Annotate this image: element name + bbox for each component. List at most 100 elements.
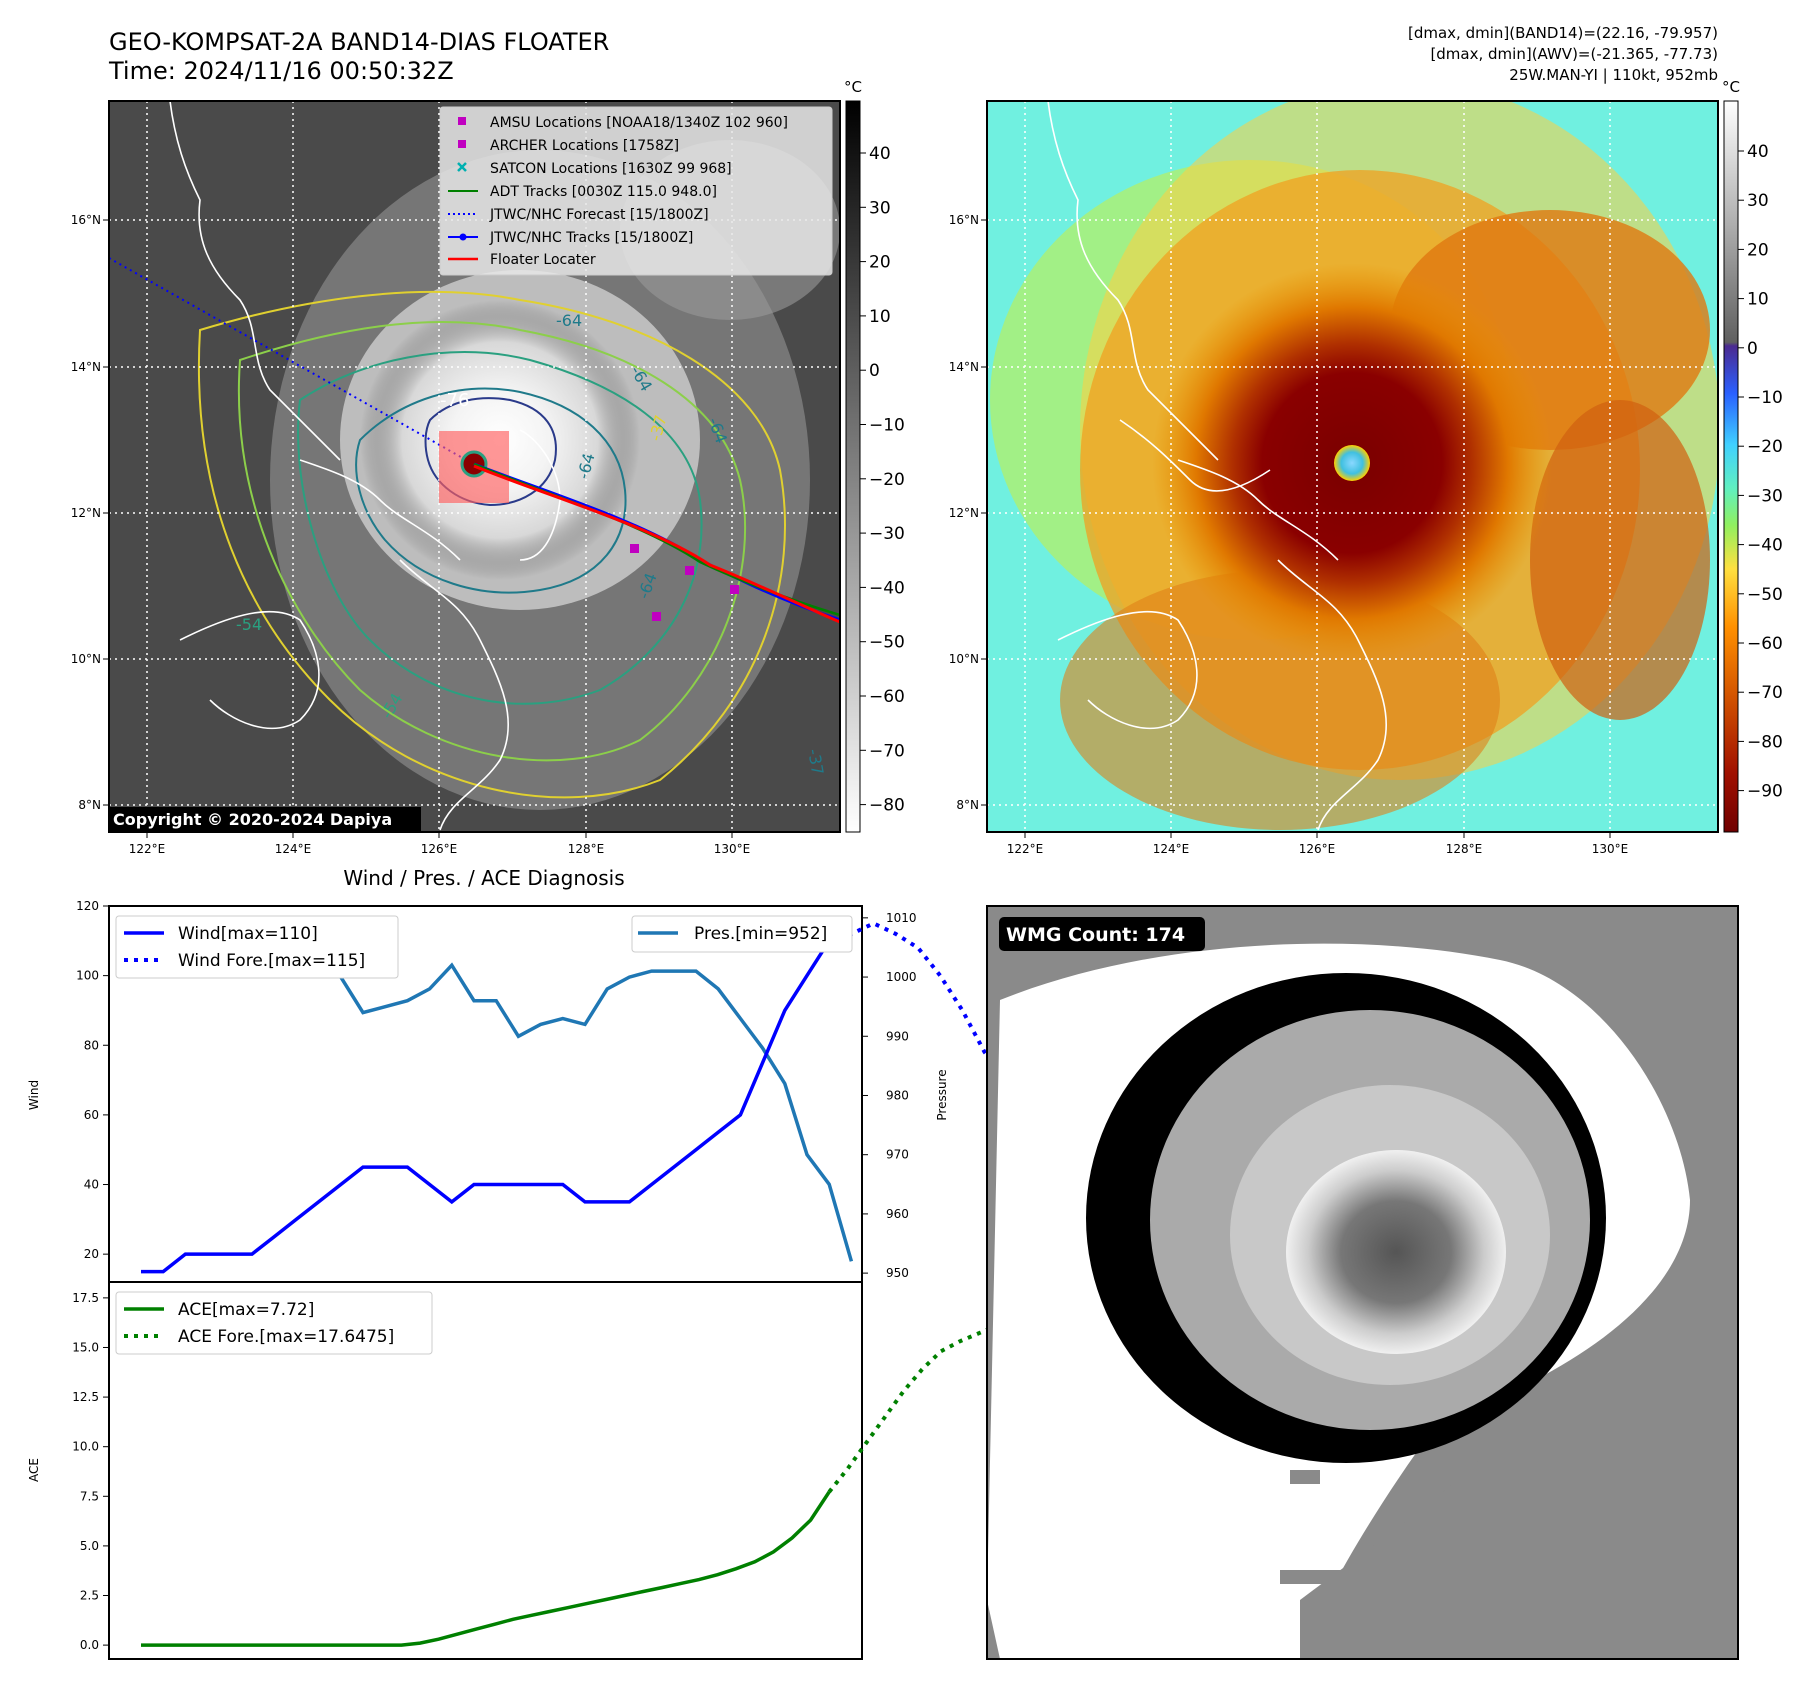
contour-label: -37 xyxy=(804,747,827,776)
amsu-marker xyxy=(685,566,694,575)
lon-tick-label: 122°E xyxy=(129,842,166,856)
ace-tick-label: 12.5 xyxy=(72,1390,99,1404)
lat-tick-label: 10°N xyxy=(71,652,101,666)
amsu-marker xyxy=(630,544,639,553)
contour-label: -64 xyxy=(556,311,582,330)
legend-label: JTWC/NHC Forecast [15/1800Z] xyxy=(489,207,709,223)
colorbar-tick-label: −60 xyxy=(869,687,905,707)
lat-tick-label: 16°N xyxy=(71,213,101,227)
colorbar-unit: °C xyxy=(844,78,862,96)
colorbar-tick-label: 0 xyxy=(1747,339,1758,359)
lat-tick-label: 12°N xyxy=(71,506,101,520)
info-band14: [dmax, dmin](BAND14)=(22.16, -79.957) xyxy=(1408,24,1718,42)
lon-tick-label: 126°E xyxy=(1299,842,1336,856)
colorbar-tick-label: −80 xyxy=(869,796,905,816)
wind-legend-label: Wind Fore.[max=115] xyxy=(178,951,365,971)
colorbar-tick-label: −60 xyxy=(1747,634,1783,654)
lon-tick-label: 130°E xyxy=(1592,842,1629,856)
coastlines xyxy=(169,101,561,831)
lon-tick-label: 124°E xyxy=(1153,842,1190,856)
color-colorbar: °C 40 30 20 10 0 −10 −20 −30 −40 −50 −60 −70 −80 −90 xyxy=(1722,78,1783,833)
wind-tick-label: 80 xyxy=(84,1038,99,1052)
legend-label: JTWC/NHC Tracks [15/1800Z] xyxy=(489,230,693,246)
ace-axis-label: ACE xyxy=(27,1458,41,1482)
colorbar-tick-label: 0 xyxy=(869,361,880,381)
colorbar-tick-label: −40 xyxy=(869,578,905,598)
colorbar-tick-label: −70 xyxy=(869,741,905,761)
lon-tick-label: 130°E xyxy=(714,842,751,856)
ir-color-map xyxy=(987,101,1718,832)
wind-tick-label: 100 xyxy=(76,969,99,983)
colorbar-tick-label: −10 xyxy=(869,416,905,436)
colorbar-tick-label: 10 xyxy=(1747,290,1769,310)
lon-tick-label: 122°E xyxy=(1007,842,1044,856)
lat-tick-label: 8°N xyxy=(78,798,101,812)
colorbar-tick-label: −10 xyxy=(1747,388,1783,408)
gray-colorbar: °C 40 30 20 10 0 −10 −20 −30 −40 −50 −60 −70 −80 xyxy=(844,78,905,833)
legend-label: ARCHER Locations [1758Z] xyxy=(490,138,679,154)
colorbar-tick-label: −90 xyxy=(1747,782,1783,802)
lat-tick-label: 8°N xyxy=(956,798,979,812)
diagnosis-title: Wind / Pres. / ACE Diagnosis xyxy=(343,866,624,890)
colorbar-tick-label: −40 xyxy=(1747,536,1783,556)
wmg-panel: WMG Count: 174 xyxy=(987,906,1738,1659)
wind-axis-label: Wind xyxy=(27,1080,41,1110)
wind-legend xyxy=(115,915,399,979)
lon-tick-label: 124°E xyxy=(275,842,312,856)
wind-tick-label: 60 xyxy=(84,1108,99,1122)
colorbar-tick-label: −30 xyxy=(869,524,905,544)
wind-pressure-chart: 20 40 60 80 100 120 950 960 970 980 990 1000 1010 Win… xyxy=(27,899,1275,1283)
pressure-tick-label: 960 xyxy=(886,1207,909,1221)
colorbar-unit: °C xyxy=(1722,78,1740,96)
map-legend: AMSU Locations [NOAA18/1340Z 102 960] AR… xyxy=(439,106,833,276)
ace-tick-label: 0.0 xyxy=(80,1638,99,1652)
archer-marker xyxy=(652,612,661,621)
amsu-marker xyxy=(730,585,739,594)
lon-tick-label: 128°E xyxy=(1446,842,1483,856)
ace-chart: 0.0 2.5 5.0 7.5 10.0 12.5 15.0 17.5 ACE ACE[max=7… xyxy=(27,1281,1164,1660)
floater-track xyxy=(473,464,840,624)
lon-tick-label: 126°E xyxy=(421,842,458,856)
legend-label: SATCON Locations [1630Z 99 968] xyxy=(490,161,732,177)
color-map-frame xyxy=(986,100,1719,833)
colorbar-tick-label: 20 xyxy=(869,253,891,273)
pressure-legend xyxy=(631,915,853,953)
colorbar-tick-label: 20 xyxy=(1747,240,1769,260)
colorbar-tick-label: 30 xyxy=(1747,191,1769,211)
ace-tick-label: 5.0 xyxy=(80,1539,99,1553)
coastlines xyxy=(1047,101,1387,831)
ace-tick-label: 10.0 xyxy=(72,1440,99,1454)
colorbar-tick-label: −50 xyxy=(869,633,905,653)
ace-legend-label: ACE Fore.[max=17.6475] xyxy=(178,1327,394,1347)
lon-tick-label: 128°E xyxy=(568,842,605,856)
legend-label: ADT Tracks [0030Z 115.0 948.0] xyxy=(490,184,717,200)
pressure-tick-label: 950 xyxy=(886,1266,909,1280)
contour-lines xyxy=(198,290,786,799)
wmg-count-label: WMG Count: 174 xyxy=(1006,924,1185,946)
wmg-frame xyxy=(986,905,1739,1660)
colorbar-tick-label: −20 xyxy=(869,470,905,490)
map-axis-ticks: 122°E 124°E 126°E 128°E 130°E 16°N 14°N 12°N 10°… xyxy=(71,213,1629,856)
colorbar-tick-label: 10 xyxy=(869,307,891,327)
lat-tick-label: 14°N xyxy=(949,360,979,374)
colorbar-tick-label: −30 xyxy=(1747,486,1783,506)
ace-legend xyxy=(115,1291,433,1355)
colorbar-tick-label: −50 xyxy=(1747,585,1783,605)
ace-line xyxy=(141,1490,831,1647)
square-marker-icon xyxy=(458,117,466,125)
lat-tick-label: 14°N xyxy=(71,360,101,374)
colorbar-tick-label: −20 xyxy=(1747,437,1783,457)
colorbar-tick-label: 40 xyxy=(869,144,891,164)
gray-map-frame xyxy=(108,100,841,833)
legend-label: AMSU Locations [NOAA18/1340Z 102 960] xyxy=(490,115,788,131)
pressure-tick-label: 990 xyxy=(886,1029,909,1043)
ace-tick-label: 17.5 xyxy=(72,1291,99,1305)
info-awv: [dmax, dmin](AWV)=(-21.365, -77.73) xyxy=(1430,45,1718,63)
pressure-tick-label: 1000 xyxy=(886,970,917,984)
info-storm: 25W.MAN-YI | 110kt, 952mb xyxy=(1509,66,1718,84)
colorbar-tick-label: 40 xyxy=(1747,142,1769,162)
pressure-axis-label: Pressure xyxy=(935,1069,949,1120)
square-marker-icon xyxy=(458,140,466,148)
wind-line xyxy=(141,939,831,1274)
ace-tick-label: 2.5 xyxy=(80,1589,99,1603)
